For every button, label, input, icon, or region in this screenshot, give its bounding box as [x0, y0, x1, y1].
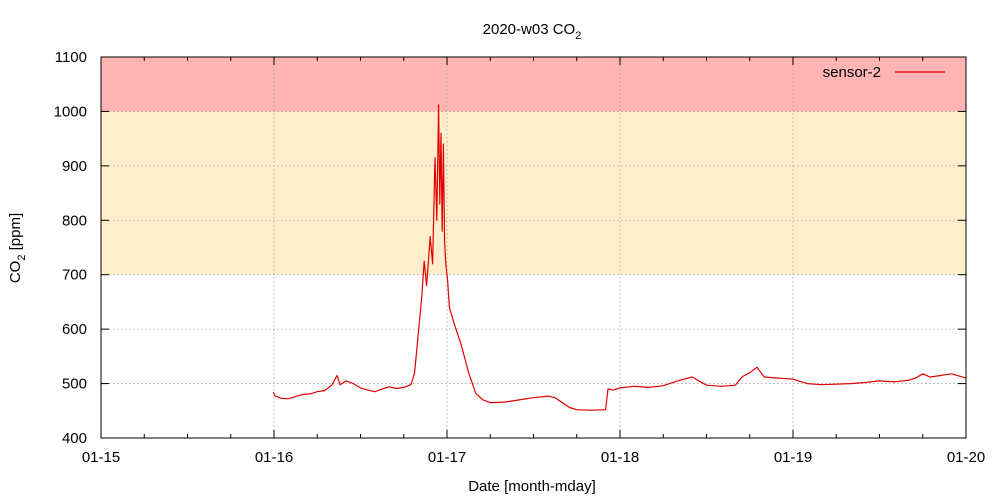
y-tick-label: 400: [62, 430, 87, 447]
y-tick-label: 600: [62, 321, 87, 338]
series-line-sensor-2: [272, 104, 967, 411]
x-tick-label: 01-18: [601, 449, 639, 466]
legend-label: sensor-2: [823, 64, 881, 81]
x-tick-label: 01-17: [428, 449, 466, 466]
y-tick-label: 900: [62, 158, 87, 175]
x-tick-label: 01-15: [82, 449, 120, 466]
plot-area: 01-15 01-16 01-17 01-18 01-19 01-20 400 500 600 7…: [54, 49, 986, 466]
threshold-band-1000-1100: [101, 57, 966, 112]
y-tick-label: 700: [62, 267, 87, 284]
y-axis-title: CO2 [ppm]: [7, 213, 28, 283]
y-tick-label: 500: [62, 376, 87, 393]
y-tick-label: 1100: [55, 49, 87, 66]
x-tick-label: 01-19: [774, 449, 812, 466]
x-tick-label: 01-20: [947, 449, 985, 466]
y-tick-label: 800: [62, 212, 87, 229]
chart-title: 2020-w03 CO2: [483, 21, 582, 42]
x-tick-label: 01-16: [255, 449, 293, 466]
x-axis-title: Date [month-mday]: [468, 478, 596, 495]
threshold-band-700-1000: [101, 111, 966, 275]
y-tick-label: 1000: [54, 103, 87, 120]
